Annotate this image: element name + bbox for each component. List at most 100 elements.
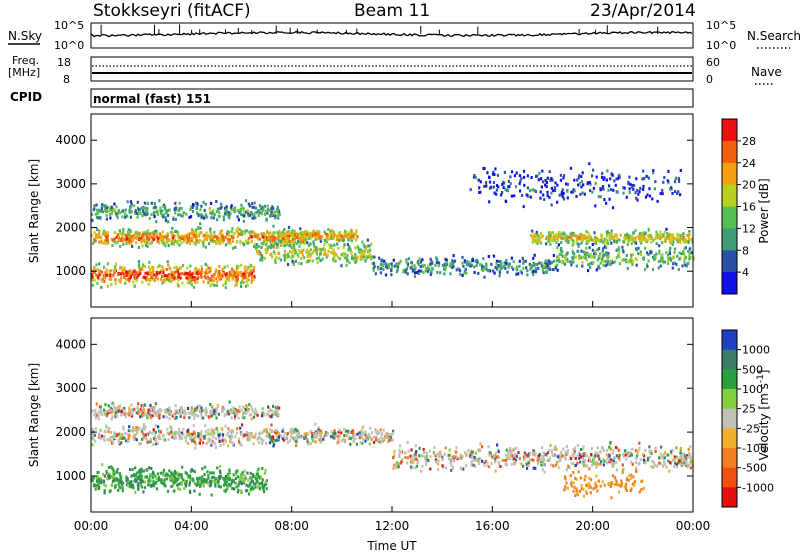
heatmap-cell	[424, 269, 427, 273]
heatmap-cell	[147, 412, 150, 416]
heatmap-cell	[615, 446, 618, 449]
heatmap-cell	[230, 205, 233, 209]
heatmap-cell	[609, 236, 612, 240]
heatmap-cell	[530, 264, 533, 268]
heatmap-cell	[561, 254, 564, 258]
heatmap-cell	[598, 266, 601, 270]
heatmap-cell	[614, 239, 617, 243]
heatmap-cell	[102, 232, 105, 236]
heatmap-cell	[258, 211, 261, 215]
heatmap-cell	[215, 283, 218, 287]
heatmap-cell	[123, 266, 126, 270]
heatmap-cell	[493, 271, 496, 275]
heatmap-cell	[579, 192, 582, 196]
heatmap-cell	[495, 184, 499, 187]
heatmap-cell	[414, 455, 417, 459]
heatmap-cell	[624, 487, 627, 491]
heatmap-cell	[250, 431, 253, 435]
heatmap-cell	[198, 232, 201, 236]
heatmap-cell	[152, 273, 155, 277]
heatmap-cell	[437, 452, 440, 456]
heatmap-cell	[330, 244, 333, 248]
heatmap-cell	[580, 175, 583, 179]
heatmap-cell	[614, 476, 617, 480]
heatmap-cell	[556, 259, 559, 263]
heatmap-cell	[112, 238, 115, 242]
heatmap-cell	[673, 247, 677, 251]
heatmap-cell	[101, 279, 104, 283]
heatmap-cell	[213, 431, 216, 435]
heatmap-cell	[393, 449, 396, 453]
heatmap-cell	[573, 485, 576, 489]
heatmap-cell	[526, 174, 529, 178]
heatmap-cell	[609, 441, 612, 444]
heatmap-cell	[630, 253, 633, 257]
heatmap-cell	[354, 260, 357, 264]
heatmap-cell	[533, 253, 536, 257]
colorbar-tick-label: 24	[742, 157, 756, 170]
heatmap-cell	[274, 210, 277, 214]
heatmap-cell	[262, 242, 265, 246]
heatmap-cell	[338, 231, 341, 235]
heatmap-cell	[205, 214, 208, 218]
heatmap-cell	[160, 409, 163, 412]
heatmap-cell	[315, 252, 319, 256]
heatmap-cell	[300, 249, 303, 253]
heatmap-cell	[546, 451, 549, 455]
heatmap-cell	[133, 204, 136, 208]
heatmap-cell	[612, 448, 615, 452]
heatmap-cell	[542, 271, 545, 275]
heatmap-cell	[582, 454, 585, 458]
heatmap-cell	[595, 474, 598, 478]
heatmap-cell	[588, 234, 591, 238]
heatmap-cell	[652, 255, 655, 259]
heatmap-cell	[272, 444, 275, 448]
heatmap-cell	[205, 231, 208, 235]
heatmap-cell	[146, 210, 149, 213]
heatmap-cell	[129, 215, 132, 219]
heatmap-cell	[154, 430, 157, 434]
heatmap-cell	[156, 277, 159, 281]
heatmap-cell	[539, 190, 542, 194]
heatmap-cell	[133, 274, 136, 278]
heatmap-cell	[94, 487, 97, 491]
heatmap-cell	[453, 459, 456, 463]
heatmap-cell	[191, 477, 195, 481]
heatmap-cell	[226, 433, 229, 437]
heatmap-cell	[171, 275, 174, 279]
heatmap-cell	[607, 251, 610, 255]
heatmap-cell	[254, 216, 257, 220]
heatmap-cell	[509, 453, 512, 457]
heatmap-cell	[622, 191, 625, 195]
heatmap-cell	[282, 236, 285, 240]
heatmap-cell	[166, 489, 170, 493]
heatmap-cell	[607, 254, 610, 258]
heatmap-cell	[191, 205, 194, 209]
heatmap-cell	[142, 209, 145, 213]
heatmap-cell	[98, 262, 101, 266]
heatmap-cell	[168, 477, 171, 481]
heatmap-cell	[169, 266, 172, 270]
heatmap-cell	[629, 182, 632, 186]
heatmap-cell	[628, 187, 631, 191]
heatmap-cell	[503, 261, 506, 265]
heatmap-cell	[540, 463, 543, 467]
heatmap-cell	[645, 263, 649, 267]
heatmap-cell	[303, 256, 306, 260]
heatmap-cell	[522, 260, 526, 264]
heatmap-cell	[661, 259, 664, 263]
heatmap-cell	[214, 271, 217, 275]
heatmap-cell	[503, 264, 506, 268]
heatmap-cell	[602, 449, 605, 453]
heatmap-cell	[658, 249, 661, 253]
heatmap-cell	[291, 234, 294, 238]
heatmap-cell	[226, 230, 229, 233]
heatmap-cell	[677, 268, 680, 271]
heatmap-cell	[119, 480, 122, 484]
heatmap-cell	[429, 273, 432, 277]
heatmap-cell	[342, 254, 345, 258]
heatmap-cell	[638, 490, 641, 494]
heatmap-cell	[298, 232, 301, 236]
heatmap-cell	[209, 231, 213, 235]
heatmap-cell	[293, 237, 296, 241]
